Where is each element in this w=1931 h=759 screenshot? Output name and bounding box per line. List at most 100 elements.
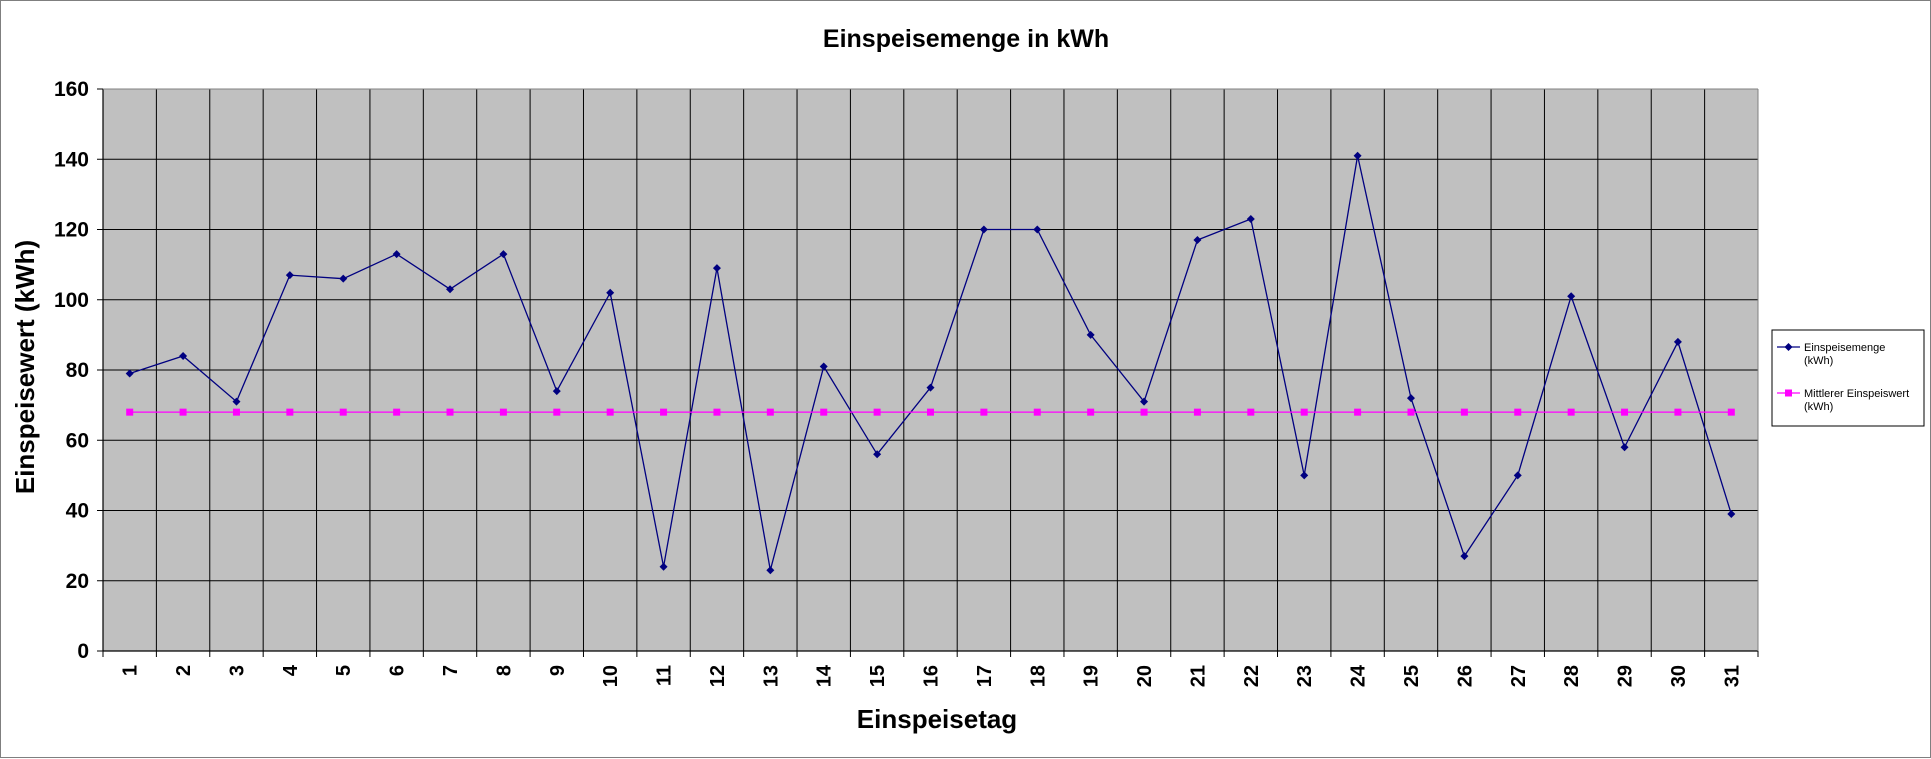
data-point <box>1727 510 1736 519</box>
series-layer <box>125 151 1736 575</box>
y-tick-label: 100 <box>54 289 89 312</box>
x-axis-ticks: 1 2 3 4 5 6 7 8 9 10 11 12 13 14 15 16 17 18 19 20 21 22 23 24 2… <box>102 651 1759 687</box>
x-tick-label: 28 <box>1561 665 1583 687</box>
legend-marker <box>1785 389 1792 397</box>
data-point <box>232 397 241 406</box>
data-point <box>1460 408 1468 416</box>
legend: Einspeisemenge(kWh) Mittlerer Einspeiswer… <box>1771 329 1925 427</box>
data-point <box>713 408 721 416</box>
data-point <box>499 408 507 416</box>
data-point <box>553 408 561 416</box>
legend-marker <box>1784 343 1793 351</box>
data-point <box>1033 408 1041 416</box>
legend-label: Mittlerer Einspeiswert <box>1804 388 1909 400</box>
data-point <box>339 274 348 283</box>
data-point <box>552 387 561 396</box>
x-tick-label: 11 <box>654 665 676 686</box>
y-tick-label: 0 <box>77 640 89 663</box>
y-tick-label: 60 <box>66 429 89 452</box>
y-tick-label: 160 <box>54 78 89 101</box>
legend-item: Mittlerer Einspeiswert(kWh) <box>1777 388 1909 413</box>
data-point <box>125 369 134 378</box>
y-tick-label: 20 <box>66 570 89 593</box>
x-tick-label: 12 <box>707 665 729 687</box>
x-tick-label: 31 <box>1721 665 1743 687</box>
data-point <box>1621 408 1629 416</box>
data-point <box>446 408 454 416</box>
data-point <box>1140 397 1149 406</box>
x-tick-label: 15 <box>867 665 889 687</box>
y-axis-ticks: 0 20 40 60 80 100 120 140 160 <box>54 78 103 663</box>
data-point <box>1513 471 1522 480</box>
data-point <box>606 408 614 416</box>
data-point <box>179 351 188 360</box>
data-point <box>1567 408 1575 416</box>
data-point <box>766 566 775 575</box>
data-point <box>1460 552 1469 561</box>
data-point <box>232 408 240 416</box>
data-point <box>1300 471 1309 480</box>
data-point <box>1193 408 1201 416</box>
data-point <box>660 408 668 416</box>
x-tick-label: 6 <box>387 665 409 676</box>
x-tick-label: 26 <box>1454 665 1476 687</box>
y-axis-title: Einspeisewert (kWh) <box>10 240 40 494</box>
x-tick-label: 1 <box>120 665 142 676</box>
x-tick-label: 17 <box>974 665 996 687</box>
data-point <box>712 264 721 273</box>
data-point <box>1407 408 1415 416</box>
x-tick-label: 10 <box>600 665 622 687</box>
x-tick-label: 3 <box>226 665 248 676</box>
x-tick-label: 22 <box>1241 665 1263 687</box>
data-point <box>1246 214 1255 223</box>
data-point <box>820 408 828 416</box>
x-tick-label: 30 <box>1668 665 1690 687</box>
data-point <box>766 408 774 416</box>
data-point <box>339 408 347 416</box>
data-point <box>499 250 508 259</box>
y-tick-label: 120 <box>54 219 89 242</box>
x-tick-label: 7 <box>440 665 462 676</box>
x-tick-label: 29 <box>1615 665 1637 687</box>
data-point <box>393 408 401 416</box>
data-point <box>1300 408 1308 416</box>
data-point <box>392 250 401 259</box>
data-point <box>979 225 988 234</box>
data-point <box>1354 408 1362 416</box>
data-point <box>926 383 935 392</box>
x-tick-label: 9 <box>547 665 569 676</box>
data-point <box>873 408 881 416</box>
x-tick-label: 20 <box>1134 665 1156 687</box>
data-point <box>819 362 828 371</box>
x-tick-label: 23 <box>1294 665 1316 687</box>
data-point <box>1086 330 1095 339</box>
data-point <box>1406 394 1415 403</box>
legend-item: Einspeisemenge(kWh) <box>1777 342 1885 367</box>
data-point <box>286 408 294 416</box>
x-tick-label: 4 <box>280 664 302 676</box>
y-tick-label: 80 <box>66 359 89 382</box>
data-point <box>606 288 615 297</box>
series-1 <box>125 151 1736 575</box>
x-tick-label: 16 <box>921 665 943 687</box>
data-point <box>1247 408 1255 416</box>
legend-label: (kWh) <box>1804 355 1833 367</box>
x-tick-label: 27 <box>1508 665 1530 687</box>
data-point <box>1674 408 1682 416</box>
data-point <box>980 408 988 416</box>
x-tick-label: 14 <box>814 664 836 687</box>
data-point <box>179 408 187 416</box>
data-point <box>1033 225 1042 234</box>
data-point <box>1087 408 1095 416</box>
x-tick-label: 19 <box>1081 665 1103 687</box>
x-axis-title: Einspeisetag <box>857 704 1017 734</box>
x-tick-label: 2 <box>173 665 195 676</box>
series-2 <box>126 408 1735 416</box>
legend-box <box>1771 329 1925 427</box>
legend-label: Einspeisemenge <box>1804 342 1885 354</box>
data-point <box>1353 151 1362 160</box>
x-tick-label: 21 <box>1187 665 1209 687</box>
x-tick-label: 5 <box>333 665 355 676</box>
